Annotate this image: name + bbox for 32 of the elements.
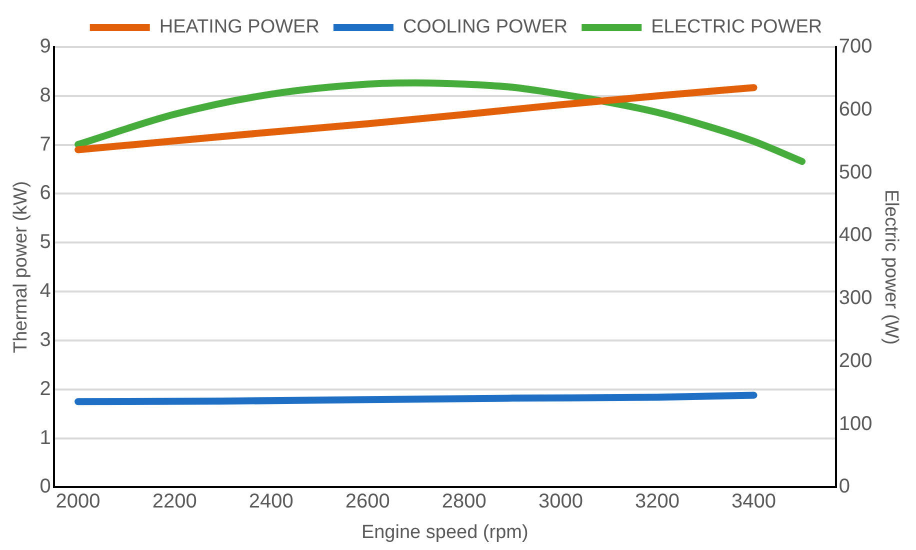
x-tick-label: 2000 [56, 490, 100, 513]
y-tick-label: 2 [40, 378, 51, 400]
y-tick-label: 5 [40, 231, 51, 254]
x-tick-label: 2800 [442, 490, 486, 513]
y-tick-label: 6 [40, 182, 51, 204]
x-tick-label: 2600 [345, 490, 390, 513]
y2-tick-label: 200 [838, 350, 872, 372]
x-axis-title: Engine speed (rpm) [361, 522, 528, 543]
y2-tick-label: 400 [838, 224, 872, 246]
legend-label: HEATING POWER [159, 16, 320, 38]
y-tick-label: 7 [40, 133, 51, 156]
y-tick-label: 9 [40, 36, 51, 58]
y2-tick-label: 700 [838, 36, 872, 58]
y2-tick-label: 0 [838, 476, 850, 498]
legend-label: COOLING POWER [402, 16, 568, 38]
x-tick-label: 3000 [538, 490, 583, 513]
x-tick-label: 3400 [732, 490, 776, 513]
y-axis-title: Thermal power (kW) [10, 181, 32, 354]
x-tick-label: 2200 [152, 490, 197, 513]
y-tick-label: 3 [40, 328, 51, 351]
legend-label: ELECTRIC POWER [651, 16, 822, 38]
y-tick-label: 0 [40, 476, 51, 498]
y2-tick-label: 600 [838, 98, 872, 120]
y-tick-label: 8 [40, 84, 51, 106]
y2-axis-title: Electric power (W) [880, 190, 902, 345]
y2-tick-label: 100 [838, 412, 872, 435]
y-tick-label: 1 [40, 426, 51, 449]
y2-tick-label: 300 [838, 287, 872, 310]
y2-tick-label: 500 [838, 161, 872, 184]
y-tick-label: 4 [40, 280, 51, 302]
x-tick-label: 2400 [248, 490, 294, 513]
x-tick-label: 3200 [634, 490, 680, 513]
